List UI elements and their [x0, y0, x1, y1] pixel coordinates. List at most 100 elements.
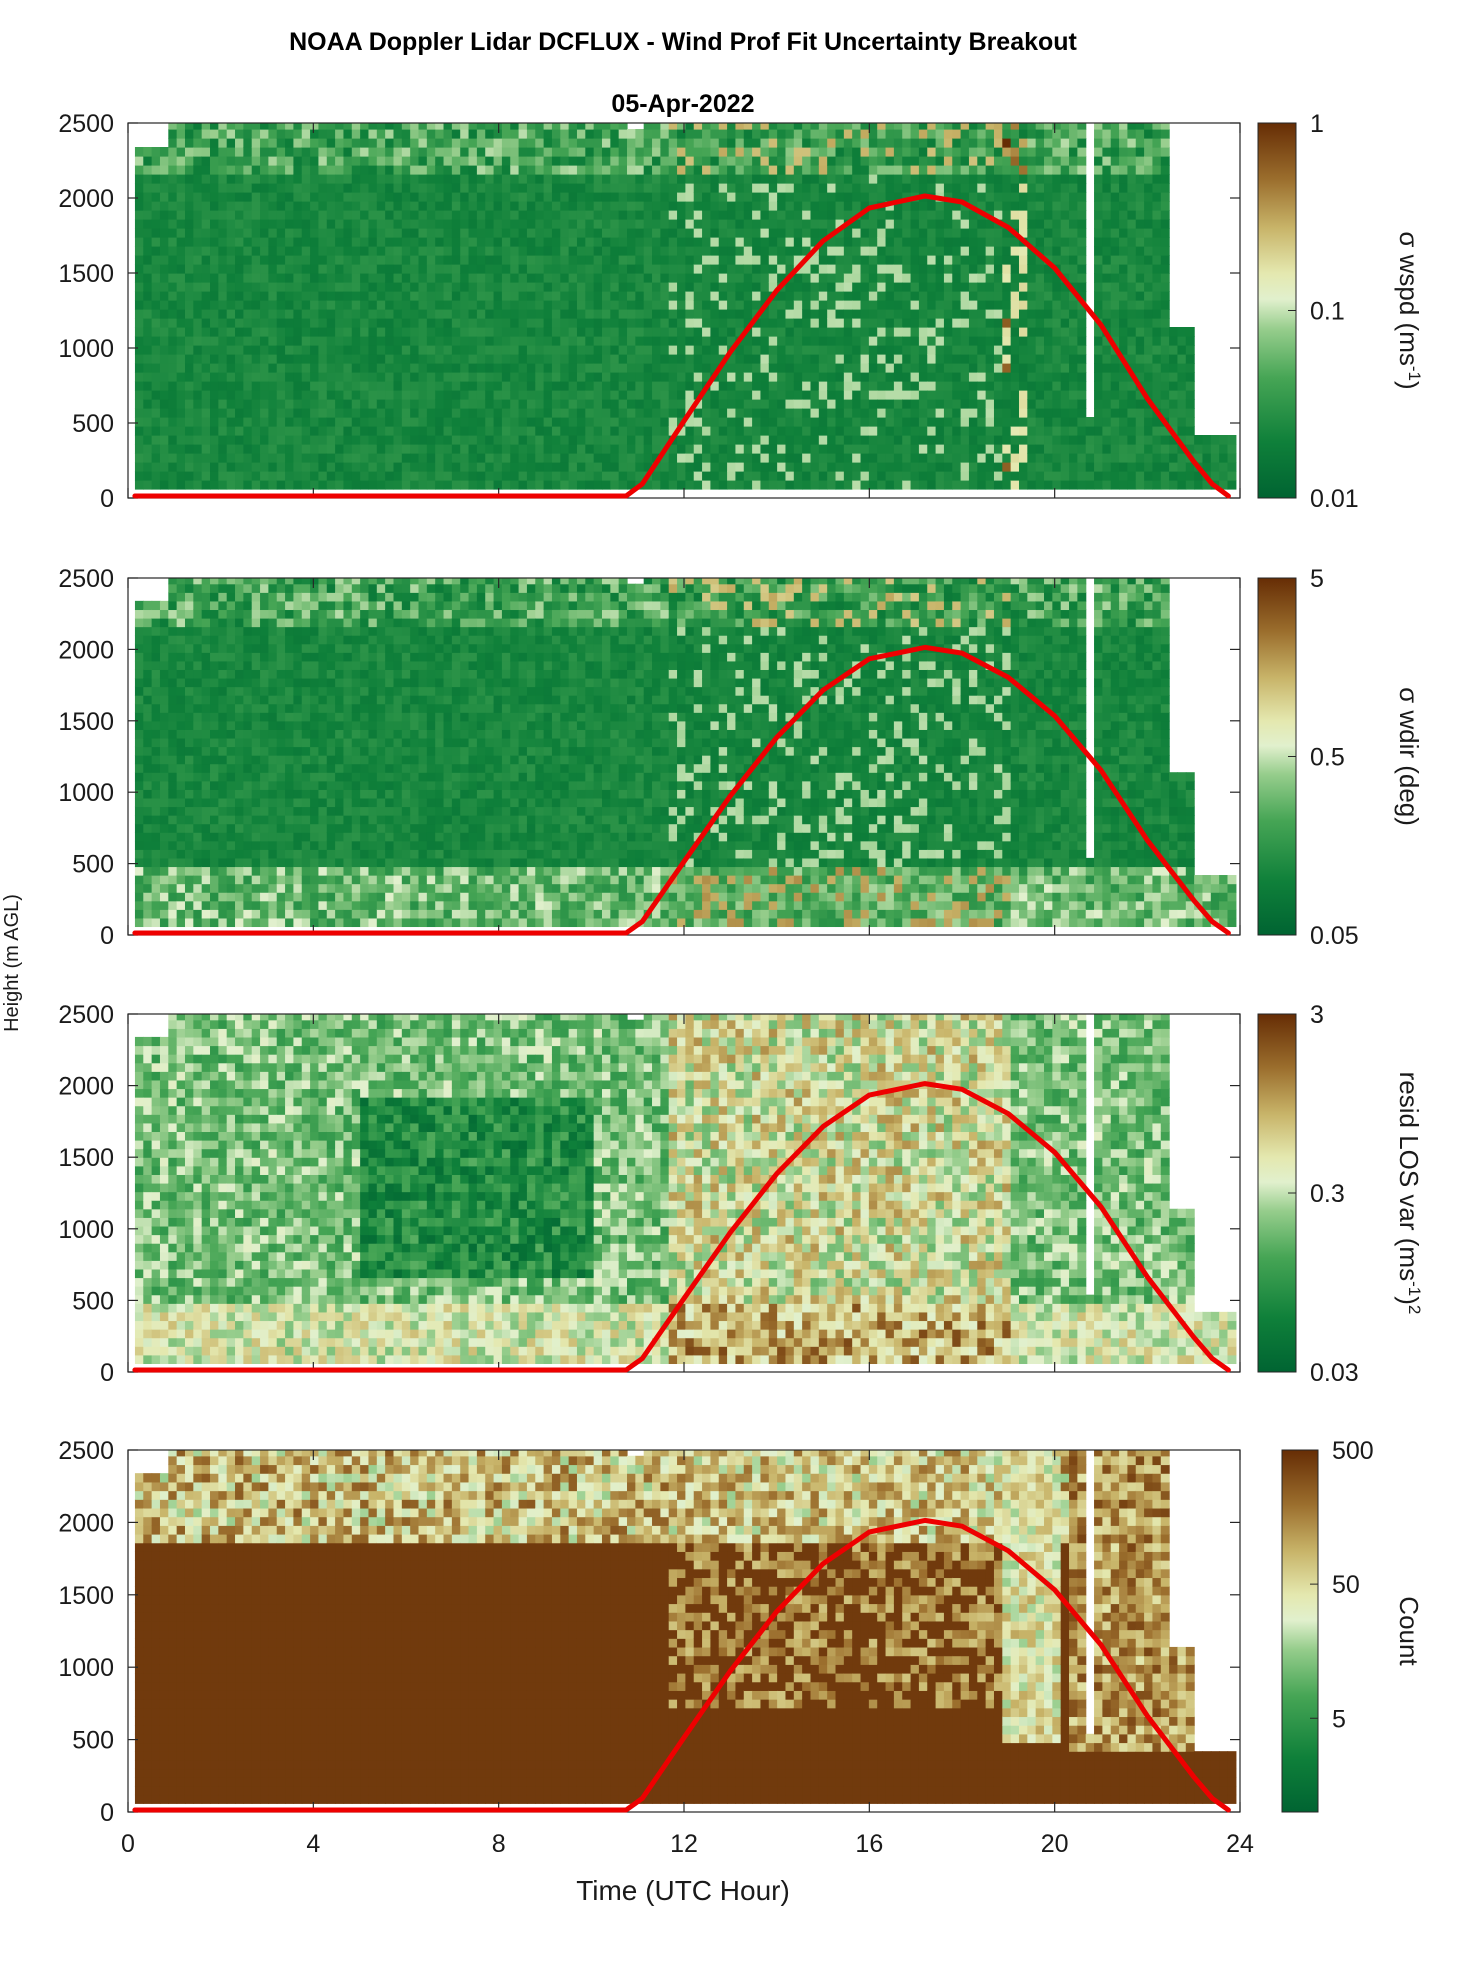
heatmap-cell — [368, 201, 377, 211]
heatmap-cell — [685, 246, 694, 256]
heatmap-cell — [869, 165, 878, 175]
heatmap-cell — [352, 129, 361, 139]
heatmap-cell — [460, 273, 469, 283]
heatmap-cell — [510, 309, 519, 319]
heatmap-cell — [627, 300, 636, 310]
heatmap-cell — [352, 228, 361, 238]
heatmap-cell — [819, 273, 828, 283]
heatmap-cell — [952, 123, 961, 130]
heatmap-cell — [994, 165, 1003, 175]
heatmap-cell — [519, 165, 528, 175]
heatmap-cell — [402, 336, 411, 346]
heatmap-cell — [1019, 453, 1028, 463]
heatmap-cell — [719, 264, 728, 274]
heatmap-cell — [1052, 309, 1061, 319]
heatmap-cell — [961, 471, 970, 481]
heatmap-cell — [243, 282, 252, 292]
heatmap-cell — [852, 309, 861, 319]
heatmap-cell — [427, 123, 436, 130]
heatmap-cell — [727, 300, 736, 310]
heatmap-cell — [368, 210, 377, 220]
heatmap-cell — [243, 210, 252, 220]
heatmap-cell — [660, 390, 669, 400]
heatmap-cell — [769, 156, 778, 166]
heatmap-cell — [710, 228, 719, 238]
heatmap-cell — [1077, 147, 1086, 157]
heatmap-cell — [310, 228, 319, 238]
heatmap-cell — [652, 309, 661, 319]
heatmap-cell — [277, 309, 286, 319]
heatmap-cell — [460, 156, 469, 166]
heatmap-cell — [485, 300, 494, 310]
heatmap-cell — [535, 237, 544, 247]
heatmap-cell — [552, 201, 561, 211]
heatmap-cell — [260, 390, 269, 400]
heatmap-cell — [877, 291, 886, 301]
heatmap-cell — [444, 123, 453, 130]
heatmap-cell — [861, 309, 870, 319]
heatmap-cell — [861, 273, 870, 283]
heatmap-cell — [494, 480, 503, 490]
heatmap-cell — [352, 444, 361, 454]
heatmap-cell — [460, 129, 469, 139]
heatmap-cell — [1027, 219, 1036, 229]
heatmap-cell — [160, 363, 169, 373]
heatmap-cell — [1002, 282, 1011, 292]
heatmap-cell — [527, 417, 536, 427]
heatmap-cell — [986, 426, 995, 436]
heatmap-cell — [961, 210, 970, 220]
heatmap-cell — [886, 408, 895, 418]
heatmap-cell — [485, 138, 494, 148]
heatmap-cell — [243, 426, 252, 436]
heatmap-cell — [594, 282, 603, 292]
heatmap-cell — [560, 183, 569, 193]
heatmap-cell — [494, 435, 503, 445]
heatmap-cell — [360, 129, 369, 139]
heatmap-cell — [143, 444, 152, 454]
heatmap-cell — [944, 462, 953, 472]
heatmap-cell — [1019, 255, 1028, 265]
heatmap-cell — [327, 300, 336, 310]
heatmap-cell — [360, 381, 369, 391]
heatmap-cell — [152, 381, 161, 391]
heatmap-cell — [227, 147, 236, 157]
heatmap-cell — [185, 201, 194, 211]
heatmap-cell — [1061, 327, 1070, 337]
heatmap-cell — [260, 282, 269, 292]
heatmap-cell — [494, 129, 503, 139]
heatmap-cell — [961, 363, 970, 373]
heatmap-cell — [1027, 138, 1036, 148]
heatmap-cell — [143, 201, 152, 211]
heatmap-cell — [944, 453, 953, 463]
heatmap-cell — [227, 381, 236, 391]
heatmap-cell — [260, 264, 269, 274]
heatmap-cell — [844, 174, 853, 184]
heatmap-cell — [318, 327, 327, 337]
heatmap-cell — [602, 426, 611, 436]
heatmap-cell — [802, 390, 811, 400]
heatmap-cell — [861, 165, 870, 175]
heatmap-cell — [977, 327, 986, 337]
heatmap-cell — [1002, 399, 1011, 409]
heatmap-cell — [735, 318, 744, 328]
heatmap-cell — [235, 435, 244, 445]
heatmap-cell — [427, 183, 436, 193]
heatmap-cell — [535, 363, 544, 373]
heatmap-cell — [327, 237, 336, 247]
heatmap-cell — [218, 237, 227, 247]
heatmap-cell — [719, 219, 728, 229]
heatmap-cell — [802, 123, 811, 130]
heatmap-cell — [1127, 327, 1136, 337]
heatmap-cell — [577, 471, 586, 481]
heatmap-cell — [627, 327, 636, 337]
heatmap-cell — [218, 201, 227, 211]
heatmap-cell — [494, 327, 503, 337]
heatmap-cell — [252, 165, 261, 175]
heatmap-cell — [961, 264, 970, 274]
heatmap-cell — [702, 327, 711, 337]
heatmap-cell — [202, 327, 211, 337]
heatmap-cell — [677, 165, 686, 175]
heatmap-cell — [1044, 390, 1053, 400]
heatmap-cell — [735, 444, 744, 454]
heatmap-cell — [952, 390, 961, 400]
